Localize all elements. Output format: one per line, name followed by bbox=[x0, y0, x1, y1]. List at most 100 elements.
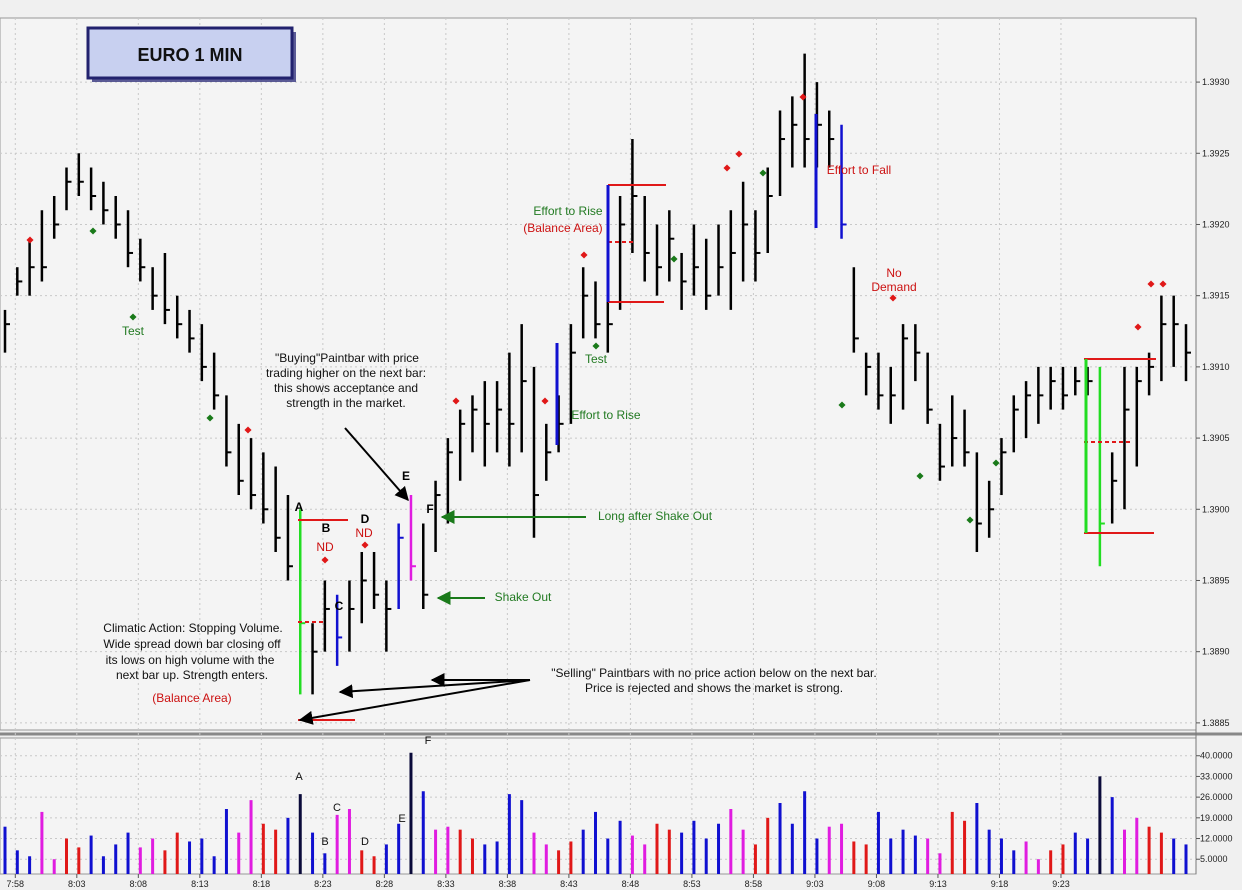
signal-diamond bbox=[799, 93, 807, 101]
signal-diamond bbox=[321, 556, 329, 564]
volume-tick-label: 33.0000 bbox=[1200, 771, 1233, 781]
title-box: EURO 1 MIN bbox=[86, 26, 296, 82]
time-tick-label: 9:23 bbox=[1052, 879, 1070, 889]
signal-diamond bbox=[26, 236, 34, 244]
volume-bars bbox=[3, 752, 1188, 874]
price-tick-label: 1.3890 bbox=[1202, 647, 1230, 657]
signal-diamond bbox=[759, 169, 767, 177]
explanation-note: trading higher on the next bar: bbox=[266, 366, 426, 380]
signal-diamond bbox=[129, 313, 137, 321]
volume-label: F bbox=[425, 735, 432, 747]
annotation-label: Effort to Rise bbox=[533, 204, 602, 218]
annotation-label: Demand bbox=[871, 280, 916, 294]
signal-diamond bbox=[244, 426, 252, 434]
price-tick-label: 1.3900 bbox=[1202, 504, 1230, 514]
annotation-label: ND bbox=[316, 540, 334, 554]
annotation-label: Effort to Fall bbox=[827, 163, 891, 177]
time-tick-label: 9:03 bbox=[806, 879, 824, 889]
time-axis: 7:58 8:03 8:08 8:13 8:18 8:23 8:28 8:33 8:38 8:43… bbox=[7, 874, 1070, 889]
signal-diamond bbox=[592, 342, 600, 350]
overlays bbox=[26, 93, 1167, 725]
annotation-label: F bbox=[426, 502, 433, 516]
price-tick-label: 1.3915 bbox=[1202, 291, 1230, 301]
time-tick-label: 8:03 bbox=[68, 879, 86, 889]
annotation-label: D bbox=[361, 512, 370, 526]
annotation-label: ND bbox=[355, 526, 373, 540]
price-tick-label: 1.3925 bbox=[1202, 148, 1230, 158]
volume-axis: 5.0000 12.0000 19.0000 26.0000 33.0000 40.000… bbox=[1196, 751, 1233, 864]
volume-tick-label: 19.0000 bbox=[1200, 813, 1233, 823]
time-tick-label: 8:43 bbox=[560, 879, 578, 889]
time-tick-label: 8:53 bbox=[683, 879, 701, 889]
price-tick-label: 1.3910 bbox=[1202, 362, 1230, 372]
signal-diamond bbox=[889, 294, 897, 302]
signal-diamond bbox=[89, 227, 97, 235]
explanation-note: "Selling" Paintbars with no price action… bbox=[551, 666, 876, 680]
volume-tick-label: 12.0000 bbox=[1200, 834, 1233, 844]
signal-diamond bbox=[735, 150, 743, 158]
signal-diamond bbox=[838, 401, 846, 409]
signal-diamond bbox=[361, 541, 369, 549]
time-tick-label: 8:23 bbox=[314, 879, 332, 889]
annotation-label: C bbox=[335, 599, 344, 613]
signal-diamond bbox=[541, 397, 549, 405]
annotations: Test Test Effort to Rise (Balance Area) Effo… bbox=[103, 163, 916, 848]
annotation-label: Shake Out bbox=[495, 590, 552, 604]
volume-tick-label: 40.0000 bbox=[1200, 751, 1233, 761]
pointer-arrow bbox=[344, 427, 409, 502]
time-tick-label: 7:58 bbox=[7, 879, 25, 889]
annotation-label: Effort to Rise bbox=[571, 408, 640, 422]
annotation-label: B bbox=[322, 521, 331, 535]
price-tick-label: 1.3930 bbox=[1202, 77, 1230, 87]
time-tick-label: 9:13 bbox=[929, 879, 947, 889]
time-tick-label: 9:18 bbox=[991, 879, 1009, 889]
annotation-label: Long after Shake Out bbox=[598, 509, 713, 523]
explanation-note: Climatic Action: Stopping Volume. bbox=[103, 621, 282, 635]
time-tick-label: 8:38 bbox=[499, 879, 517, 889]
explanation-note: strength in the market. bbox=[286, 396, 405, 410]
time-tick-label: 8:28 bbox=[376, 879, 394, 889]
signal-diamond bbox=[723, 164, 731, 172]
grid bbox=[0, 17, 1242, 875]
explanation-note: Price is rejected and shows the market i… bbox=[585, 681, 843, 695]
price-tick-label: 1.3905 bbox=[1202, 433, 1230, 443]
signal-diamond bbox=[580, 251, 588, 259]
explanation-note: its lows on high volume with the bbox=[106, 653, 275, 667]
annotation-label: No bbox=[886, 266, 902, 280]
time-tick-label: 8:18 bbox=[253, 879, 271, 889]
annotation-label: E bbox=[402, 469, 410, 483]
volume-tick-label: 26.0000 bbox=[1200, 792, 1233, 802]
annotation-label: Test bbox=[122, 324, 145, 338]
signal-diamond bbox=[966, 516, 974, 524]
signal-diamond bbox=[916, 472, 924, 480]
annotation-label: Test bbox=[585, 352, 608, 366]
time-tick-label: 9:08 bbox=[868, 879, 886, 889]
time-tick-label: 8:58 bbox=[745, 879, 763, 889]
signal-diamond bbox=[452, 397, 460, 405]
signal-diamond bbox=[992, 459, 1000, 467]
time-tick-label: 8:48 bbox=[622, 879, 640, 889]
price-tick-label: 1.3885 bbox=[1202, 718, 1230, 728]
price-axis: 1.3885 1.3890 1.3895 1.3900 1.3905 1.3910 1.39… bbox=[1196, 77, 1230, 728]
explanation-note: this shows acceptance and bbox=[274, 381, 418, 395]
annotation-label: (Balance Area) bbox=[152, 691, 231, 705]
price-tick-label: 1.3895 bbox=[1202, 575, 1230, 585]
volume-label: B bbox=[321, 836, 328, 848]
pointer-arrow bbox=[298, 679, 531, 725]
annotation-label: A bbox=[295, 500, 304, 514]
volume-label: C bbox=[333, 802, 341, 814]
price-tick-label: 1.3920 bbox=[1202, 219, 1230, 229]
explanation-note: "Buying"Paintbar with price bbox=[275, 351, 419, 365]
explanation-note: next bar up. Strength enters. bbox=[116, 668, 268, 682]
time-tick-label: 8:33 bbox=[437, 879, 455, 889]
volume-pane bbox=[0, 737, 1197, 875]
volume-label: D bbox=[361, 836, 369, 848]
chart-title: EURO 1 MIN bbox=[137, 45, 242, 65]
volume-tick-label: 5.0000 bbox=[1200, 854, 1228, 864]
time-tick-label: 8:08 bbox=[130, 879, 148, 889]
annotation-label: (Balance Area) bbox=[523, 221, 602, 235]
explanation-note: Wide spread down bar closing off bbox=[103, 637, 281, 651]
volume-label: E bbox=[398, 813, 405, 825]
price-bars bbox=[3, 53, 1191, 695]
